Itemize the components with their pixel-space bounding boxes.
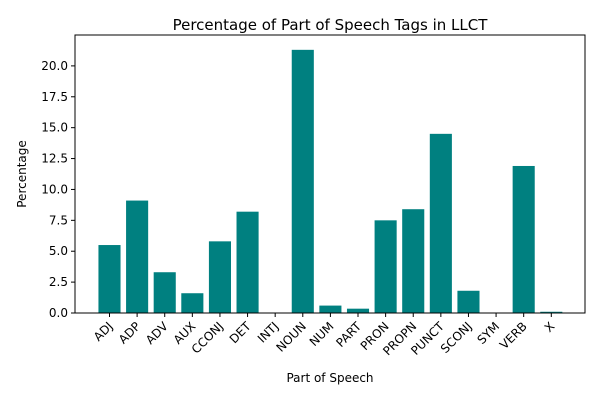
y-tick-label: 7.5 [49, 213, 68, 227]
bar-punct [429, 133, 452, 313]
bar-aux [181, 293, 204, 313]
y-axis-label: Percentage [15, 140, 29, 208]
y-tick-label: 0.0 [49, 306, 68, 320]
x-axis-label: Part of Speech [286, 371, 373, 385]
bar-pron [374, 220, 397, 313]
bar-cconj [208, 241, 231, 313]
y-tick-label: 17.5 [41, 90, 68, 104]
bar-adv [153, 272, 176, 313]
chart-title: Percentage of Part of Speech Tags in LLC… [173, 16, 489, 34]
y-tick-label: 12.5 [41, 152, 68, 166]
y-tick-label: 15.0 [41, 121, 68, 135]
y-tick-label: 2.5 [49, 275, 68, 289]
bar-det [236, 211, 259, 313]
bar-noun [291, 49, 314, 313]
bar-adj [98, 245, 121, 313]
bar-x [540, 311, 563, 313]
bar-verb [512, 165, 535, 313]
bar-adp [126, 200, 149, 313]
y-axis-ticks: 0.0 2.5 5.0 7.5 10.0 12.5 15.0 17.5 20.0 [41, 59, 75, 320]
y-tick-label: 20.0 [41, 59, 68, 73]
bars-group [98, 49, 563, 313]
plot-frame [74, 34, 586, 314]
bar-sconj [457, 290, 480, 313]
bar-num [319, 305, 342, 313]
bar-propn [402, 209, 425, 313]
bar-part [346, 308, 370, 313]
y-tick-label: 5.0 [49, 244, 68, 258]
y-tick-label: 10.0 [41, 182, 68, 196]
